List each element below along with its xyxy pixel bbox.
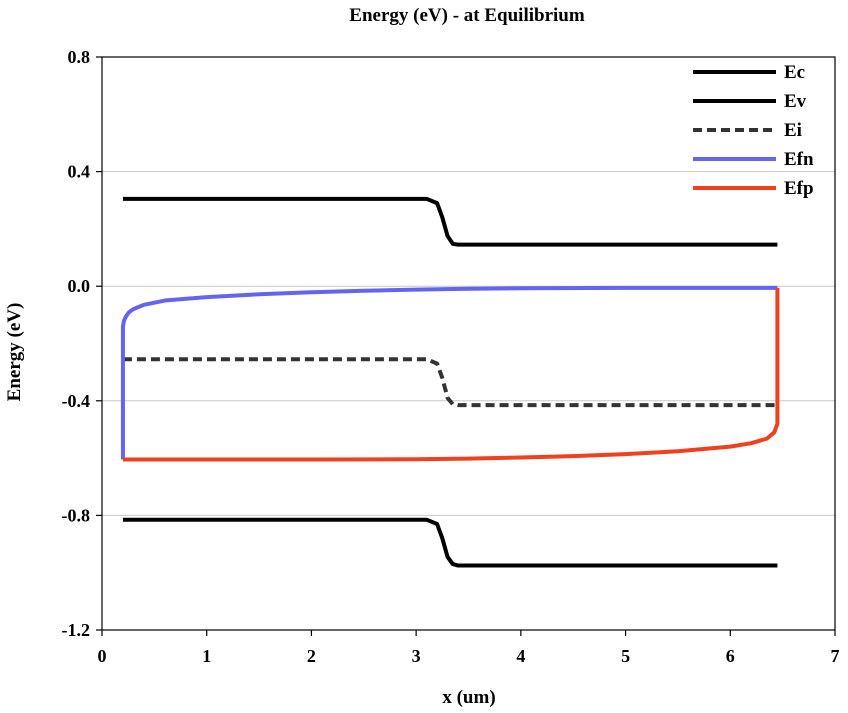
x-tick-label: 1 (202, 646, 211, 666)
y-tick-label: 0.8 (68, 47, 91, 67)
series-line-efn (120, 285, 778, 460)
x-tick-label: 0 (98, 646, 107, 666)
legend-label-ev: Ev (784, 91, 807, 112)
series-line-ei (122, 357, 778, 408)
y-tick-label: -0.4 (62, 391, 91, 411)
x-axis: 0 1 2 3 4 5 6 7 (98, 630, 840, 666)
plot-area (101, 56, 836, 631)
grid-lines (102, 171, 835, 516)
series-line-ev (122, 517, 778, 568)
x-axis-title: x (um) (442, 687, 495, 708)
y-tick-label: 0.0 (68, 276, 91, 296)
legend: Ec Ev Ei Efn Efp (693, 62, 814, 199)
x-tick-label: 7 (831, 646, 840, 666)
legend-label-efn: Efn (784, 149, 814, 170)
chart-title: Energy (eV) - at Equilibrium (349, 5, 585, 26)
series-layer (120, 196, 780, 568)
legend-label-ei: Ei (784, 120, 802, 141)
series-line-ec (122, 196, 778, 247)
y-tick-label: -1.2 (62, 620, 91, 640)
x-tick-label: 3 (412, 646, 421, 666)
legend-label-ec: Ec (784, 62, 805, 83)
y-axis: 0.8 0.4 0.0 -0.4 -0.8 -1.2 (62, 47, 102, 640)
legend-label-efp: Efp (784, 178, 814, 199)
x-tick-label: 5 (621, 646, 630, 666)
x-tick-label: 2 (307, 646, 316, 666)
x-tick-label: 4 (516, 646, 525, 666)
y-tick-label: -0.8 (62, 505, 91, 525)
y-axis-title: Energy (eV) (4, 303, 25, 402)
y-tick-label: 0.4 (68, 162, 91, 182)
series-line-efp (122, 287, 780, 462)
x-tick-label: 6 (726, 646, 735, 666)
